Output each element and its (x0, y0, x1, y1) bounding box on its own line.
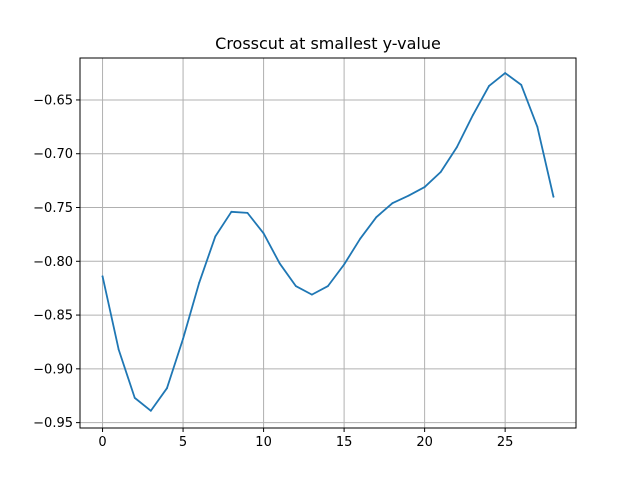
data-point (101, 275, 104, 278)
series-layer (101, 72, 555, 412)
y-tick-label: −0.80 (33, 255, 73, 270)
data-point (407, 194, 410, 197)
data-point (294, 285, 297, 287)
x-tick-label: 20 (416, 435, 433, 450)
y-tick-label: −0.95 (33, 416, 73, 431)
data-point (359, 237, 362, 240)
plot-frame (79, 57, 577, 429)
chart-title: Crosscut at smallest y-value (215, 34, 441, 53)
y-tick-label: −0.85 (33, 309, 73, 324)
y-tick-label: −0.70 (33, 147, 73, 162)
data-point (343, 263, 346, 266)
data-point (423, 186, 426, 188)
data-point (439, 171, 442, 173)
data-point (391, 202, 394, 205)
data-point (472, 114, 474, 116)
x-tick-label: 25 (497, 435, 514, 450)
data-point (520, 83, 523, 86)
x-tick-label: 15 (336, 435, 353, 450)
data-point (246, 211, 249, 214)
ticks: 0 5 10 15 20 25 −0.95 −0.90 −0.85 −0.80 −0.75 −0.70… (33, 93, 513, 450)
data-point (117, 348, 120, 351)
data-point (230, 210, 233, 213)
data-point (552, 195, 555, 198)
data-point (504, 72, 507, 74)
data-point (455, 146, 458, 149)
data-point (488, 85, 490, 87)
data-point (149, 409, 152, 412)
grid (80, 58, 576, 428)
data-point (182, 337, 184, 340)
x-tick-label: 5 (179, 435, 187, 450)
data-point (278, 262, 281, 265)
data-point (536, 125, 539, 128)
x-tick-label: 0 (98, 435, 106, 450)
data-point (262, 232, 265, 235)
data-point (133, 396, 136, 399)
data-point (214, 235, 217, 238)
data-point (375, 216, 378, 219)
data-point (310, 293, 313, 296)
x-tick-label: 10 (255, 435, 272, 450)
y-tick-label: −0.90 (33, 362, 73, 377)
data-point (198, 281, 201, 284)
data-point (166, 387, 168, 390)
y-tick-label: −0.65 (33, 93, 73, 108)
data-point (327, 285, 329, 287)
y-tick-label: −0.75 (33, 201, 73, 216)
